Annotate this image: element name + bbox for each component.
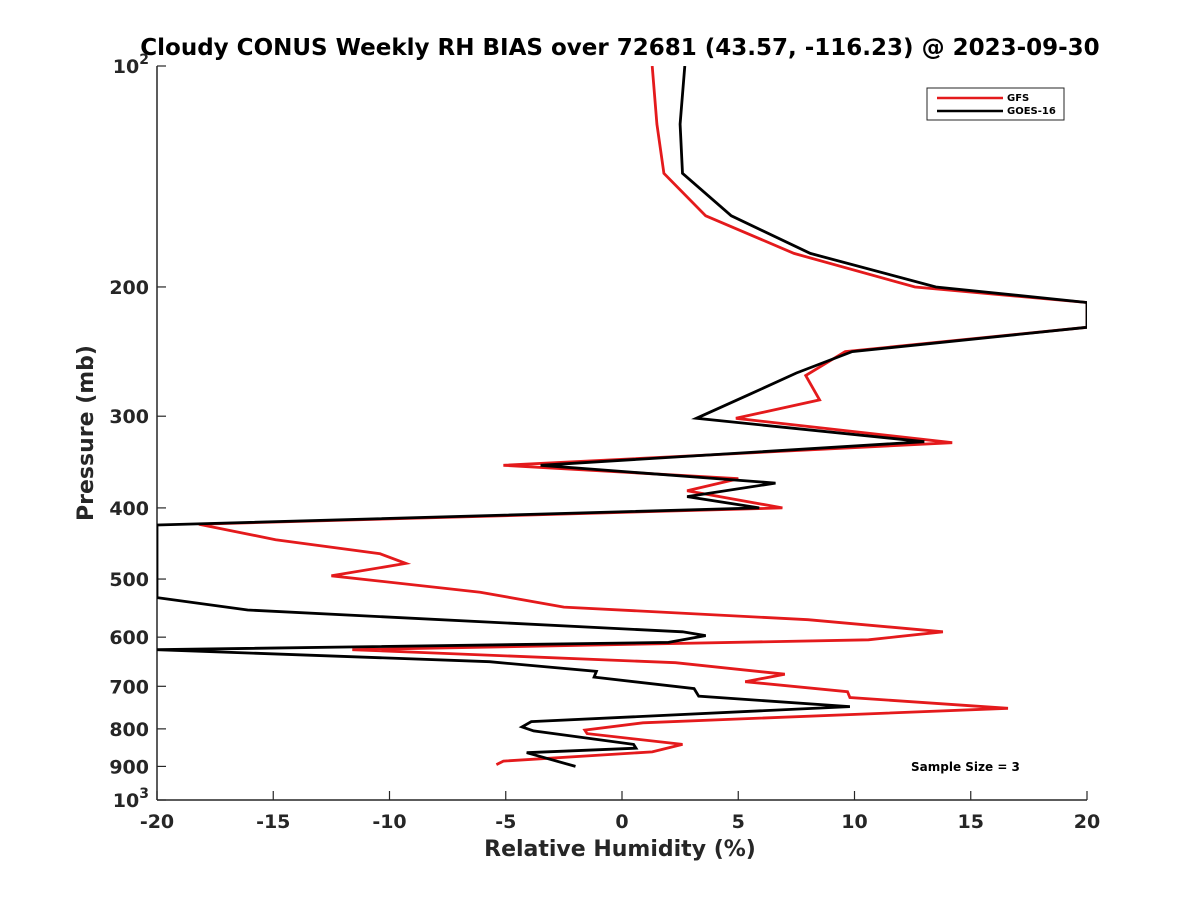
x-tick-label: -5 [495, 811, 516, 833]
series-layer [157, 66, 1087, 768]
legend-box [926, 87, 1065, 121]
y-axis-ticks: 102 200 300 400 500 600 700 800 900 103 [109, 52, 166, 812]
x-axis-ticks: -20 -15 -10 -5 0 5 10 15 20 [140, 791, 1100, 833]
y-tick-label: 200 [109, 277, 149, 299]
x-tick-label: -15 [256, 811, 290, 833]
y-tick-label: 500 [109, 569, 149, 591]
x-tick-label: 10 [841, 811, 867, 833]
x-axis-label: Relative Humidity (%) [484, 837, 756, 862]
series-line-gfs [198, 66, 1087, 766]
series-line-goes16 [157, 66, 1087, 768]
sample-size-annotation: Sample Size = 3 [911, 760, 1020, 774]
y-axis-label: Pressure (mb) [74, 345, 99, 521]
x-tick-label: 20 [1074, 811, 1100, 833]
y-tick-label: 900 [109, 756, 149, 778]
x-tick-label: -20 [140, 811, 174, 833]
legend: GFS GOES-16 [926, 87, 1065, 121]
x-tick-label: -10 [372, 811, 406, 833]
legend-label-goes16: GOES-16 [1007, 106, 1056, 117]
y-tick-label: 102 [113, 52, 149, 78]
y-tick-label: 600 [109, 627, 149, 649]
y-tick-label: 800 [109, 719, 149, 741]
y-tick-label: 400 [109, 498, 149, 520]
chart-title: Cloudy CONUS Weekly RH BIAS over 72681 (… [140, 35, 1099, 61]
y-tick-label: 103 [113, 786, 149, 812]
y-tick-label: 700 [109, 676, 149, 698]
y-tick-label: 300 [109, 406, 149, 428]
x-tick-label: 5 [732, 811, 745, 833]
legend-label-gfs: GFS [1007, 93, 1029, 104]
x-tick-label: 15 [958, 811, 984, 833]
x-tick-label: 0 [615, 811, 628, 833]
